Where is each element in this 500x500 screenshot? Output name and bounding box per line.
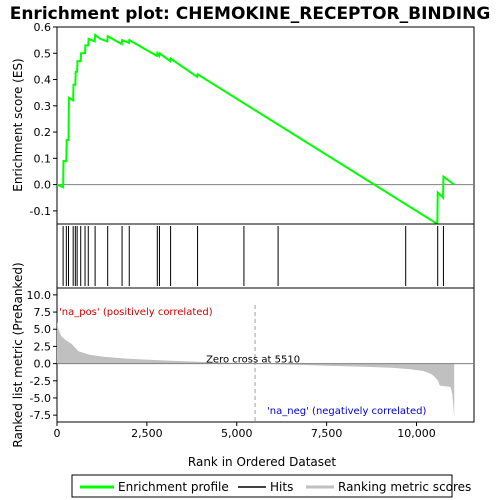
metric-y-tick-label: 10.0 [27,289,52,302]
es-y-tick-label: 0.2 [34,126,52,139]
positive-correlation-label: 'na_pos' (positively correlated) [59,307,213,318]
metric-y-axis: -7.5 -5.0 -2.5 0.0 2.5 5.0 7.5 10.0 [27,289,57,422]
metric-panel: -7.5 -5.0 -2.5 0.0 2.5 5.0 7.5 10.0 0 2,500 5,000… [11,262,475,469]
metric-y-tick-label: -2.5 [30,375,51,388]
es-y-axis-label: Enrichment score (ES) [11,58,25,191]
metric-x-axis: 0 2,500 5,000 7,500 10,000 [54,422,436,440]
x-tick-label: 5,000 [221,427,253,440]
es-panel: -0.1 0.0 0.1 0.2 0.3 0.4 0.5 0.6 Enrichment sco… [11,21,475,226]
chart-title: Enrichment plot: CHEMOKINE_RECEPTOR_BIND… [10,4,491,24]
es-y-tick-label: 0.4 [34,74,52,87]
hit-marks [62,226,444,286]
es-y-tick-label: 0.3 [34,100,52,113]
negative-correlation-label: 'na_neg' (negatively correlated) [267,406,426,417]
x-axis-label: Rank in Ordered Dataset [188,455,336,469]
legend-enrichment-label: Enrichment profile [118,480,229,494]
hits-panel [56,223,475,289]
metric-y-tick-label: 2.5 [34,340,52,353]
metric-y-axis-label: Ranked list metric (PreRanked) [11,262,25,447]
es-y-tick-label: 0.6 [34,21,52,34]
x-tick-label: 0 [54,427,61,440]
metric-panel-frame [56,287,475,423]
es-y-tick-label: 0.5 [34,47,52,60]
zero-cross-label: Zero cross at 5510 [206,355,300,366]
metric-y-tick-label: 7.5 [34,306,52,319]
legend-metric-label: Ranking metric scores [338,480,471,494]
x-tick-label: 7,500 [311,427,343,440]
es-y-tick-label: 0.0 [34,179,52,192]
legend-frame [71,474,453,498]
legend: Enrichment profile Hits Ranking metric s… [71,474,471,498]
hits-panel-frame [56,223,475,289]
es-y-tick-label: -0.1 [30,205,51,218]
metric-y-tick-label: 0.0 [34,358,52,371]
metric-y-tick-label: -7.5 [30,409,51,422]
enrichment-profile-line [56,32,455,226]
legend-hits-label: Hits [270,480,293,494]
x-tick-label: 2,500 [131,427,163,440]
metric-y-tick-label: -5.0 [30,392,51,405]
es-y-tick-label: 0.1 [34,152,52,165]
es-y-axis: -0.1 0.0 0.1 0.2 0.3 0.4 0.5 0.6 [30,21,57,218]
x-tick-label: 10,000 [397,427,436,440]
es-panel-frame [56,26,475,225]
metric-y-tick-label: 5.0 [34,323,52,336]
